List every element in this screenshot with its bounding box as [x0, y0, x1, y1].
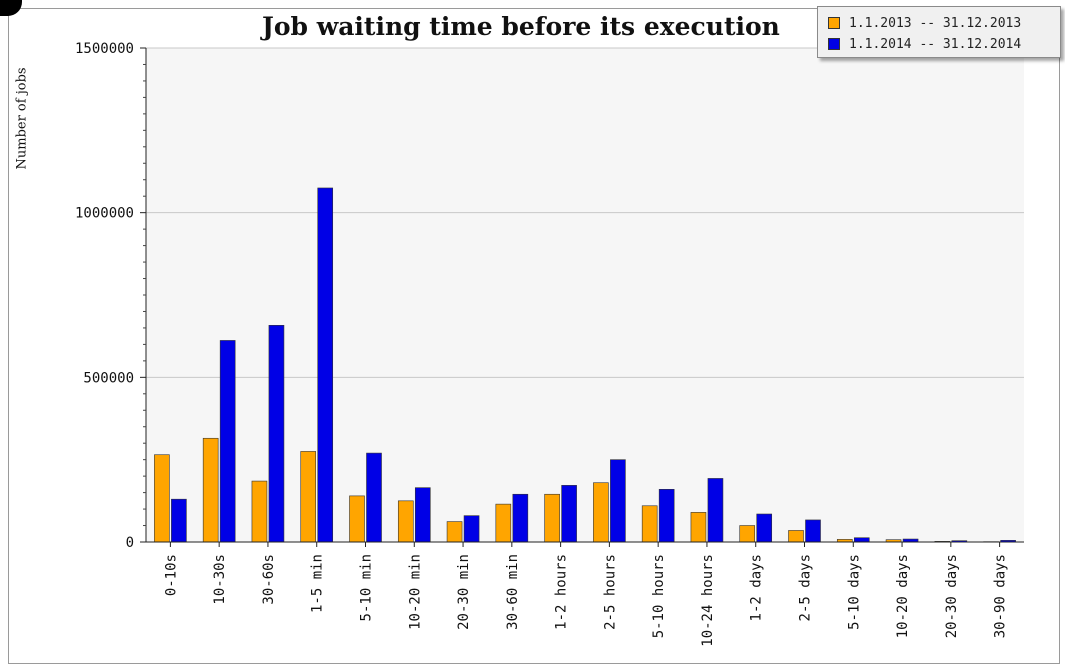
- y-axis-ticks: 0 500000 1000000 1500000: [75, 41, 146, 551]
- x-tick-label: 1-2 days: [749, 554, 765, 621]
- bar-2014: [317, 187, 334, 543]
- bar-2013: [251, 480, 268, 543]
- x-tick-label: 30-60 min: [505, 554, 521, 630]
- legend-swatch-2014: [828, 38, 840, 50]
- bar-2014: [219, 340, 236, 543]
- y-tick-label: 1500000: [75, 41, 134, 57]
- x-tick-label: 30-60s: [261, 554, 277, 605]
- legend-label-2013: 1.1.2013 -- 31.12.2013: [849, 15, 1022, 31]
- bar-2013: [349, 495, 365, 543]
- bar-2014: [463, 515, 480, 543]
- bar-2013: [593, 482, 609, 543]
- bar-2013: [154, 454, 170, 543]
- x-tick-label: 2-5 hours: [602, 554, 618, 630]
- x-tick-label: 5-10 hours: [651, 554, 667, 638]
- bar-2014: [414, 487, 431, 543]
- chart-title: Job waiting time before its execution: [262, 12, 780, 41]
- bar-2013: [641, 505, 658, 543]
- bar-2014: [366, 452, 382, 543]
- bar-2013: [446, 521, 463, 543]
- bar-2014: [610, 459, 626, 543]
- bar-2014: [853, 537, 870, 543]
- y-axis-label: Number of jobs: [14, 67, 30, 170]
- bar-2013: [397, 500, 414, 543]
- legend-item-2013: 1.1.2013 -- 31.12.2013: [828, 14, 1021, 32]
- bar-2013: [788, 530, 804, 543]
- x-tick-label: 2-5 days: [798, 554, 814, 621]
- bar-2014: [707, 478, 724, 543]
- x-tick-label: 5-10 days: [846, 554, 862, 630]
- x-tick-label: 1-2 hours: [554, 554, 570, 630]
- bar-2014: [805, 519, 821, 543]
- bar-2014: [658, 489, 675, 543]
- bar-2014: [171, 498, 187, 543]
- legend: 1.1.2013 -- 31.12.2013 1.1.2014 -- 31.12…: [817, 6, 1061, 58]
- legend-swatch-2013: [828, 17, 840, 29]
- bars: [154, 187, 1016, 543]
- legend-label-2014: 1.1.2014 -- 31.12.2014: [849, 36, 1022, 52]
- x-axis-ticks: 0-10s 10-30s 30-60s 1-5 min 5-10 min 10-20 mi…: [163, 542, 1009, 647]
- x-tick-label: 20-30 min: [456, 554, 472, 630]
- x-tick-label: 10-20 min: [407, 554, 423, 630]
- x-tick-label: 1-5 min: [310, 554, 326, 613]
- plot-area: [146, 48, 1024, 542]
- bar-2014: [756, 513, 773, 543]
- x-tick-label: 5-10 min: [359, 554, 375, 621]
- bar-2013: [544, 493, 560, 543]
- x-tick-label: 0-10s: [163, 554, 179, 596]
- bar-2013: [690, 512, 707, 543]
- y-tick-label: 500000: [83, 370, 134, 386]
- bar-2013: [202, 437, 219, 543]
- bar-2013: [300, 451, 317, 543]
- x-tick-label: 30-90 days: [993, 554, 1009, 638]
- x-tick-label: 10-20 days: [895, 554, 911, 638]
- x-tick-label: 10-30s: [212, 554, 228, 605]
- corner-mark: [0, 0, 22, 16]
- bar-2014: [561, 485, 577, 543]
- legend-item-2014: 1.1.2014 -- 31.12.2014: [828, 35, 1021, 53]
- bar-2014: [268, 324, 285, 543]
- x-tick-label: 10-24 hours: [700, 554, 716, 647]
- y-tick-label: 1000000: [75, 206, 134, 222]
- bar-2013: [739, 525, 756, 543]
- bar-2014: [512, 493, 529, 543]
- x-tick-label: 20-30 days: [944, 554, 960, 638]
- y-tick-label: 0: [126, 535, 134, 551]
- bar-2013: [495, 503, 512, 543]
